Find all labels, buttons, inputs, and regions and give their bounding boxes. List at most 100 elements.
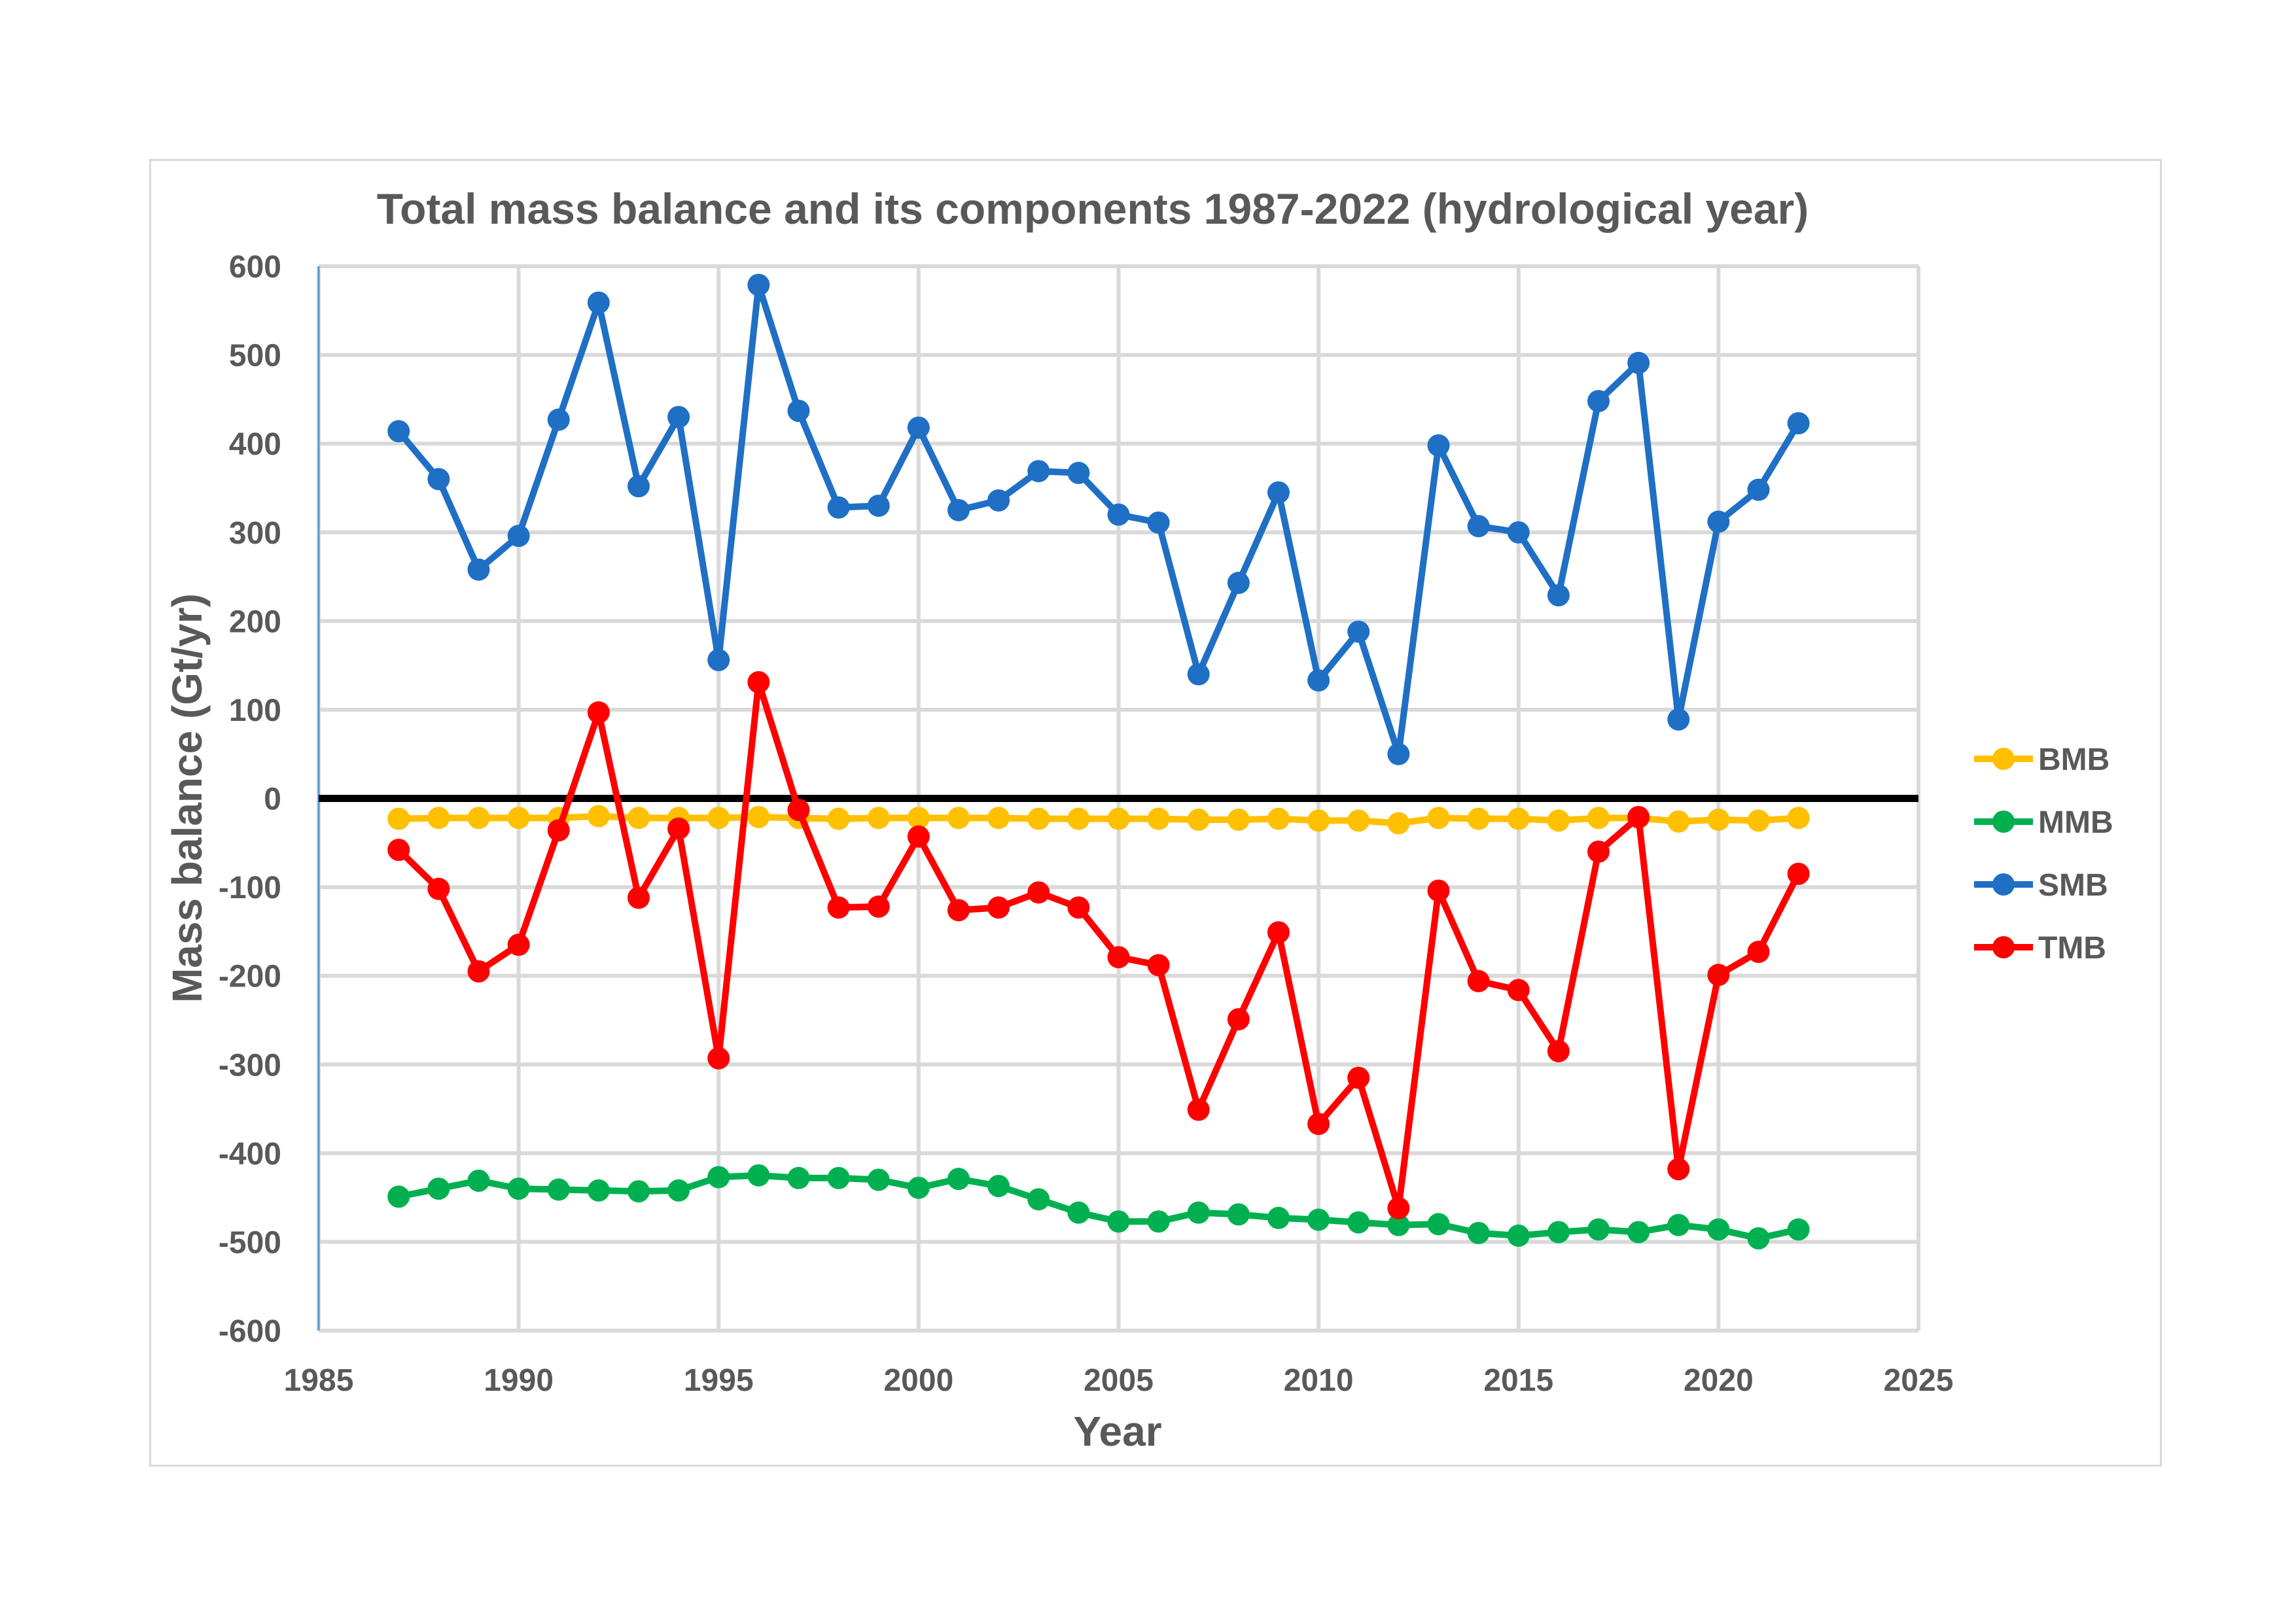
data-point-mmb <box>1347 1211 1370 1234</box>
data-point-bmb <box>1707 809 1730 831</box>
data-point-mmb <box>1067 1201 1090 1224</box>
y-tick-label: 0 <box>264 782 281 817</box>
data-point-bmb <box>1027 807 1050 830</box>
legend-item-mmb: MMB <box>1974 805 2113 840</box>
data-point-tmb <box>1467 969 1490 992</box>
data-point-smb <box>827 496 850 519</box>
data-point-tmb <box>1027 881 1050 904</box>
data-point-mmb <box>467 1169 490 1192</box>
data-point-tmb <box>1787 862 1810 885</box>
data-point-tmb <box>467 960 490 983</box>
data-point-smb <box>1507 521 1530 544</box>
x-tick-label: 2000 <box>883 1363 953 1398</box>
legend-marker <box>1992 873 2015 896</box>
x-tick-label: 2005 <box>1084 1363 1154 1398</box>
y-tick-label: -400 <box>219 1137 281 1172</box>
x-tick-label: 1985 <box>284 1363 354 1398</box>
series-line-tmb <box>396 678 1802 1212</box>
data-point-bmb <box>987 807 1010 829</box>
data-point-bmb <box>587 805 610 828</box>
data-point-bmb <box>1267 807 1290 830</box>
data-point-tmb <box>1547 1039 1570 1062</box>
data-point-smb <box>1307 669 1330 692</box>
data-point-tmb <box>627 886 650 909</box>
data-point-smb <box>667 406 690 428</box>
data-point-tmb <box>1187 1098 1210 1121</box>
data-point-tmb <box>1387 1196 1410 1219</box>
data-point-tmb <box>1707 964 1730 986</box>
series-tmb <box>387 671 1810 1219</box>
data-point-tmb <box>1747 941 1770 964</box>
data-point-tmb <box>507 934 530 956</box>
y-tick-label: 200 <box>229 604 281 639</box>
y-tick-label: -100 <box>219 871 281 905</box>
data-point-tmb <box>547 819 570 842</box>
y-tick-label: 400 <box>229 427 281 462</box>
data-point-mmb <box>1027 1188 1050 1211</box>
data-point-mmb <box>867 1168 890 1191</box>
data-point-smb <box>1267 481 1290 504</box>
data-point-tmb <box>1067 896 1090 919</box>
data-point-bmb <box>1187 809 1210 831</box>
x-axis-label: Year <box>1073 1408 1161 1455</box>
data-point-tmb <box>667 817 690 840</box>
data-point-bmb <box>867 807 890 829</box>
data-point-tmb <box>1507 979 1530 1002</box>
data-point-bmb <box>1107 807 1130 830</box>
y-tick-label: -300 <box>219 1048 281 1083</box>
data-point-tmb <box>387 839 410 862</box>
data-point-mmb <box>387 1185 410 1208</box>
data-point-bmb <box>1787 807 1810 829</box>
legend-marker <box>1992 748 2015 770</box>
legend-marker <box>1992 936 2015 958</box>
data-point-bmb <box>1667 810 1690 833</box>
data-point-mmb <box>827 1166 850 1189</box>
data-point-bmb <box>907 807 930 829</box>
y-tick-label: -200 <box>219 960 281 994</box>
data-point-smb <box>1747 478 1770 501</box>
data-point-smb <box>1027 460 1050 483</box>
data-point-smb <box>1067 461 1090 484</box>
data-point-bmb <box>1227 809 1250 831</box>
data-point-tmb <box>1227 1008 1250 1031</box>
data-point-smb <box>1187 663 1210 686</box>
data-point-mmb <box>1107 1210 1130 1233</box>
data-point-mmb <box>1427 1213 1450 1236</box>
x-tick-label: 2020 <box>1684 1363 1754 1398</box>
data-point-smb <box>1547 584 1570 607</box>
data-point-smb <box>1667 708 1690 731</box>
data-point-smb <box>1227 572 1250 595</box>
data-point-smb <box>947 498 970 521</box>
legend-item-tmb: TMB <box>1974 931 2106 966</box>
data-point-tmb <box>707 1047 730 1070</box>
series-smb <box>387 273 1810 765</box>
data-point-mmb <box>747 1164 770 1187</box>
data-point-mmb <box>547 1178 570 1201</box>
y-tick-label: -500 <box>219 1225 281 1260</box>
data-point-smb <box>1707 510 1730 533</box>
data-point-mmb <box>1547 1221 1570 1244</box>
data-point-tmb <box>787 799 810 822</box>
data-point-tmb <box>1427 879 1450 902</box>
data-point-mmb <box>1227 1203 1250 1226</box>
data-point-bmb <box>827 807 850 830</box>
y-tick-label: 500 <box>229 339 281 374</box>
legend-label: TMB <box>2038 931 2106 966</box>
x-tick-label: 1990 <box>484 1363 554 1398</box>
x-tick-labels: 1985 1990 1995 2000 2005 2010 2015 2020 2025 <box>284 1363 1954 1398</box>
data-point-mmb <box>1387 1213 1410 1236</box>
chart-title: Total mass balance and its components 19… <box>377 184 1809 233</box>
data-point-smb <box>587 291 610 314</box>
data-point-mmb <box>1187 1201 1210 1224</box>
data-point-bmb <box>747 805 770 828</box>
data-point-tmb <box>867 895 890 918</box>
data-point-mmb <box>627 1180 650 1203</box>
data-point-tmb <box>1147 954 1170 977</box>
data-point-mmb <box>787 1166 810 1189</box>
data-point-bmb <box>467 807 490 829</box>
data-point-tmb <box>747 671 770 693</box>
data-point-bmb <box>1547 809 1570 832</box>
data-point-mmb <box>427 1178 450 1200</box>
data-point-mmb <box>947 1168 970 1191</box>
data-point-mmb <box>1267 1206 1290 1229</box>
